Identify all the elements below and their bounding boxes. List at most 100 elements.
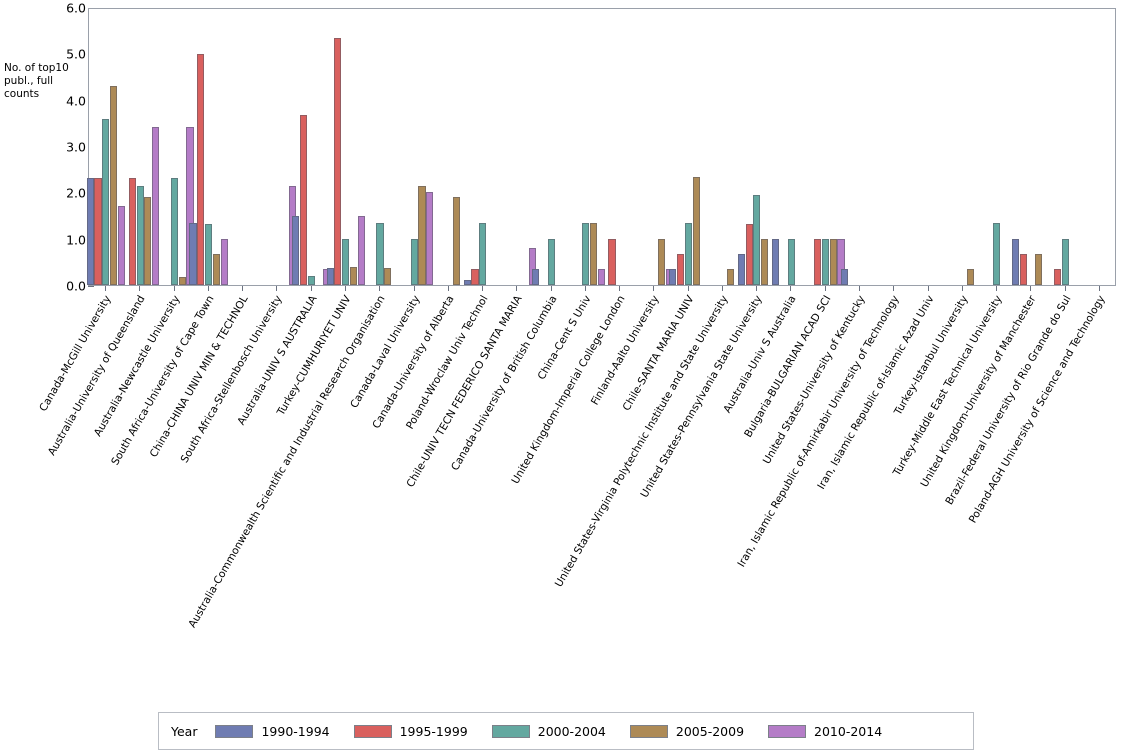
x-tick-mark: [207, 286, 209, 291]
bar: [205, 223, 213, 285]
x-tick-mark: [242, 286, 244, 291]
bar: [737, 253, 745, 285]
legend-label: 2005-2009: [675, 723, 745, 739]
bar: [357, 216, 365, 285]
bar: [170, 177, 178, 285]
y-axis-title: No. of top10 publ., full counts: [4, 62, 69, 100]
bar: [761, 238, 769, 285]
x-tick-mark: [1030, 286, 1032, 291]
x-tick-label: Poland-AGH University of Science and Tec…: [966, 293, 1108, 526]
x-tick-label-wrapper: Poland-AGH University of Science and Tec…: [966, 293, 1108, 526]
bar: [966, 269, 974, 285]
legend-swatch: [629, 724, 668, 738]
bar: [94, 177, 102, 285]
x-tick-mark: [1064, 286, 1066, 291]
x-tick-mark: [584, 286, 586, 291]
legend-entry[interactable]: 2000-2004: [491, 723, 606, 739]
x-tick-mark: [653, 286, 655, 291]
x-tick-mark: [345, 286, 346, 291]
bar: [178, 277, 186, 285]
bar: [102, 118, 110, 285]
x-tick-mark: [482, 286, 484, 291]
bar: [684, 223, 692, 285]
x-tick-mark: [550, 286, 552, 291]
bar: [821, 238, 830, 285]
bar: [753, 194, 761, 285]
bar: [726, 269, 735, 285]
bar: [117, 206, 126, 285]
x-tick-mark: [447, 286, 449, 291]
legend-entry[interactable]: 2010-2014: [768, 724, 882, 739]
bar: [581, 223, 590, 285]
x-tick-mark: [756, 286, 758, 291]
bars-container: [86, 9, 1115, 285]
bar: [1053, 269, 1062, 285]
bar: [376, 223, 384, 285]
x-tick-mark: [687, 286, 689, 291]
bar: [829, 238, 837, 285]
legend-swatch: [768, 724, 807, 738]
bar: [658, 238, 666, 285]
x-tick-mark: [413, 286, 415, 291]
x-tick-mark: [379, 286, 381, 291]
legend-label: 2000-2004: [537, 723, 606, 739]
x-tick-mark: [139, 286, 141, 291]
x-tick-mark: [105, 286, 107, 291]
bar: [189, 222, 197, 285]
bar: [771, 238, 780, 285]
y-tick-label: 1.0: [66, 232, 86, 248]
legend-entry[interactable]: 2005-2009: [629, 723, 745, 739]
x-tick-mark: [961, 286, 963, 291]
bar: [993, 222, 1001, 285]
x-tick-label-wrapper: Iran, Islamic Republic of-Amirkabir Univ…: [735, 293, 902, 570]
x-tick-mark: [516, 286, 518, 291]
bar: [300, 114, 308, 285]
x-tick-mark: [824, 286, 826, 291]
bar: [547, 238, 555, 285]
legend-entry[interactable]: 1990-1994: [215, 723, 330, 739]
bar: [326, 268, 334, 285]
y-tick-label: 0.0: [66, 278, 86, 294]
bar: [384, 268, 392, 285]
x-tick-mark: [996, 286, 998, 291]
x-tick-mark: [859, 286, 860, 291]
bar: [840, 269, 848, 285]
bar: [814, 238, 822, 285]
legend-label: 1990-1994: [261, 723, 330, 739]
bar: [152, 127, 160, 285]
bar: [292, 216, 300, 285]
x-tick-mark: [893, 286, 895, 291]
bar: [136, 185, 144, 285]
bar: [307, 276, 316, 285]
x-tick-mark: [619, 286, 621, 291]
bar: [471, 269, 479, 285]
bar: [692, 176, 700, 285]
bar: [479, 222, 487, 285]
bar: [532, 269, 540, 285]
bar: [1035, 254, 1043, 285]
x-tick-mark: [276, 286, 278, 291]
bar: [452, 197, 460, 285]
legend-entries: 1990-1994 1995-1999 2000-2004 2005-2009 2010…: [215, 724, 906, 739]
x-tick-label-wrapper: United States-Virginia Polytechnic Insti…: [552, 293, 731, 590]
legend-swatch: [353, 724, 392, 738]
x-tick-mark: [927, 286, 929, 291]
legend-swatch: [491, 724, 530, 738]
bar: [342, 238, 350, 285]
y-tick-mark: [88, 286, 94, 287]
legend-swatch: [215, 724, 254, 738]
bar: [86, 177, 94, 285]
x-tick-label: United States-Virginia Polytechnic Insti…: [552, 293, 731, 590]
legend-entry[interactable]: 1995-1999: [353, 723, 468, 739]
y-tick-label: 6.0: [66, 0, 86, 16]
bar: [144, 197, 152, 285]
y-tick-label: 2.0: [66, 185, 86, 201]
x-tick-label-wrapper: Finland-Aalto University: [589, 294, 662, 408]
legend-label: 1995-1999: [399, 723, 468, 739]
bar: [608, 238, 616, 285]
bar: [676, 254, 685, 285]
x-tick-mark: [790, 286, 792, 291]
legend-label: 2010-2014: [814, 723, 883, 739]
x-tick-mark: [721, 286, 723, 291]
x-tick-label: Iran, Islamic Republic of-Amirkabir Univ…: [735, 293, 902, 570]
